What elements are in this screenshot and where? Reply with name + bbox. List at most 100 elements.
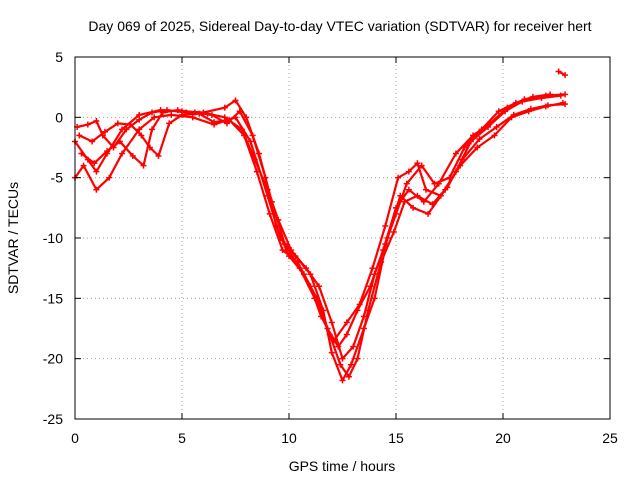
data-point (354, 355, 361, 362)
data-point (174, 107, 181, 114)
data-point (452, 150, 459, 157)
data-point (123, 126, 130, 133)
data-point (328, 349, 335, 356)
data-point (241, 132, 248, 139)
x-tick-label: 25 (602, 430, 618, 446)
data-point (208, 111, 215, 118)
data-point (294, 259, 301, 266)
y-tick-label: -10 (43, 230, 63, 246)
data-point (390, 228, 397, 235)
series-line-track-3 (75, 93, 552, 360)
data-point (238, 126, 245, 133)
data-point (91, 160, 98, 167)
data-point (104, 148, 111, 155)
data-point (356, 301, 363, 308)
y-tick-label: -20 (43, 351, 63, 367)
x-tick-label: 0 (71, 430, 79, 446)
data-point (474, 144, 481, 151)
data-point (348, 361, 355, 368)
data-point (179, 111, 185, 118)
data-point (80, 162, 87, 169)
data-point (236, 108, 243, 115)
data-point (544, 102, 551, 109)
data-point (211, 119, 218, 126)
data-point (138, 132, 145, 139)
data-point (562, 72, 569, 79)
data-point (247, 138, 254, 145)
y-tick-label: 5 (55, 49, 63, 65)
data-point (337, 361, 344, 368)
data-point (429, 201, 436, 208)
data-point (286, 253, 292, 260)
data-point (350, 343, 357, 350)
data-point (129, 152, 136, 159)
x-tick-label: 20 (495, 430, 511, 446)
x-axis-label: GPS time / hours (289, 458, 396, 474)
data-point (221, 104, 228, 111)
data-point (300, 271, 307, 278)
data-point (78, 150, 85, 157)
data-point (253, 168, 260, 175)
data-point (232, 97, 239, 104)
y-tick-label: 0 (55, 109, 63, 125)
data-point (303, 265, 310, 272)
data-point (339, 355, 346, 362)
data-point (89, 138, 96, 145)
data-point (149, 109, 156, 116)
data-point (425, 210, 432, 217)
x-tick-label: 15 (388, 430, 404, 446)
data-point (403, 180, 410, 187)
chart-title: Day 069 of 2025, Sidereal Day-to-day VTE… (88, 18, 591, 34)
data-point (93, 117, 100, 124)
data-point (166, 120, 173, 127)
data-point (401, 198, 408, 205)
data-point (84, 121, 91, 128)
data-point (414, 192, 421, 199)
data-point (273, 222, 280, 229)
data-point (343, 319, 350, 326)
data-point (418, 162, 425, 169)
data-point (249, 132, 256, 139)
data-point (485, 123, 492, 130)
data-point (114, 120, 121, 127)
data-point (459, 156, 466, 163)
data-point (119, 150, 126, 157)
data-point (191, 109, 198, 116)
data-point (405, 186, 412, 193)
data-point (414, 160, 421, 167)
data-point (410, 204, 417, 211)
data-point (262, 174, 269, 181)
data-point (275, 216, 282, 223)
data-point (136, 126, 143, 133)
data-point (106, 174, 113, 181)
data-point (127, 121, 134, 128)
data-point (382, 222, 389, 229)
data-point (555, 68, 562, 75)
data-point (101, 128, 108, 135)
data-point (562, 91, 569, 98)
data-point (378, 259, 385, 266)
data-point (493, 123, 500, 130)
data-point (313, 295, 320, 302)
data-point (155, 152, 162, 159)
data-point (223, 120, 230, 127)
data-point (326, 331, 333, 338)
data-point (343, 331, 350, 338)
data-point (444, 184, 451, 191)
data-series (72, 68, 569, 384)
data-point (149, 126, 156, 133)
data-point (266, 210, 273, 217)
axis-ticks: 0 5 10 15 20 25 -25 -20 -15 -10 -5 0 5 (43, 49, 618, 446)
data-point (510, 111, 517, 118)
data-point (371, 295, 378, 302)
y-tick-label: -25 (43, 411, 63, 427)
data-point (431, 180, 438, 187)
data-point (371, 271, 378, 278)
data-point (519, 98, 526, 105)
data-point (502, 108, 509, 115)
data-point (538, 95, 545, 102)
y-axis-label: SDTVAR / TECUs (5, 182, 21, 294)
data-point (422, 186, 429, 193)
data-point (405, 168, 412, 175)
